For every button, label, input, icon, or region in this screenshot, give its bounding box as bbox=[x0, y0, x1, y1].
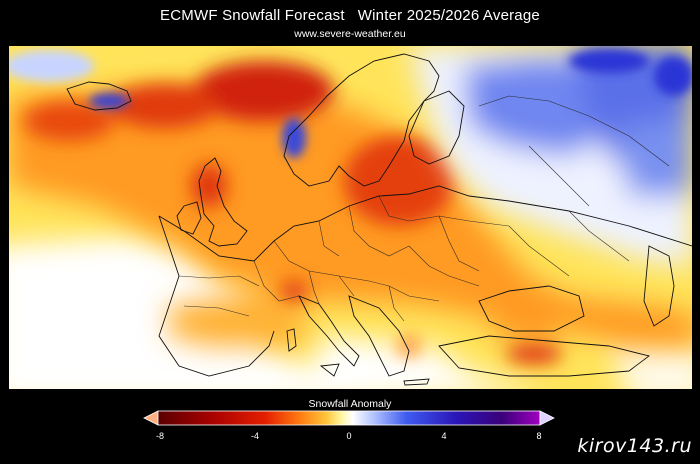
colorbar-tick: -4 bbox=[250, 431, 259, 441]
colorbar-tick: 4 bbox=[441, 431, 447, 441]
positive-zones bbox=[409, 46, 692, 266]
country-borders bbox=[178, 95, 670, 322]
colorbar-title: Snowfall Anomaly bbox=[308, 398, 392, 410]
anomaly-map bbox=[9, 46, 692, 389]
coastlines bbox=[66, 53, 692, 386]
watermark-text: kirov143.ru bbox=[577, 435, 692, 457]
map-svg bbox=[9, 46, 692, 389]
colorbar-gradient bbox=[157, 410, 541, 426]
positive-spots bbox=[9, 49, 692, 158]
colorbar-tick: 8 bbox=[536, 431, 542, 441]
colorbar-max-arrow bbox=[539, 410, 555, 426]
chart-subtitle: www.severe-weather.eu bbox=[294, 28, 406, 40]
neutral-zones bbox=[9, 236, 692, 389]
colorbar bbox=[143, 410, 555, 426]
colorbar-min-arrow bbox=[143, 410, 159, 426]
red-cores bbox=[24, 61, 562, 364]
chart-title: ECMWF Snowfall Forecast Winter 2025/2026… bbox=[160, 7, 540, 24]
colorbar-tick: 0 bbox=[346, 431, 352, 441]
colorbar-tick: -8 bbox=[155, 431, 164, 441]
